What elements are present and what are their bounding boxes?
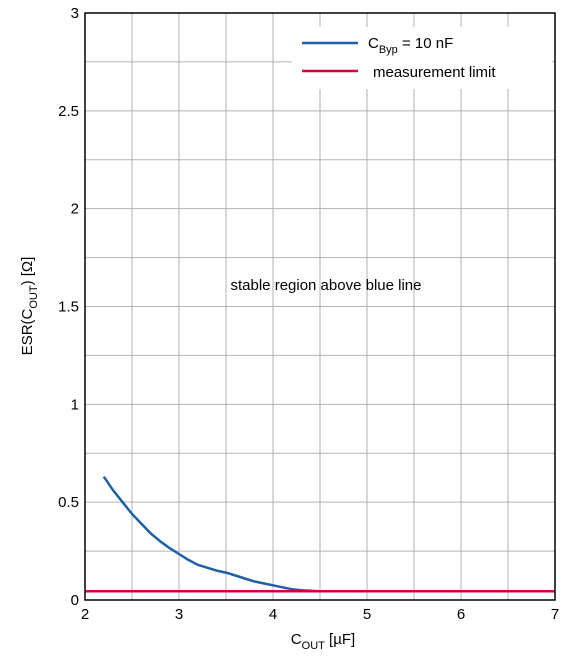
plot-frame: [84, 12, 556, 601]
x-axis-label: COUT [µF]: [291, 631, 355, 652]
y-tick-label: 0: [71, 592, 79, 609]
legend-box: [292, 27, 552, 89]
legend: CByp = 10 nF measurement limit: [292, 27, 552, 89]
x-tick-label: 3: [175, 606, 183, 623]
x-tick-label: 2: [81, 606, 89, 623]
y-tick-label: 3: [71, 5, 79, 22]
tick-labels: 2 3 4 5 6 7 0 0.5 1 1.5 2 2.5 3: [58, 5, 559, 623]
legend-label-cbyp: CByp = 10 nF: [368, 35, 453, 56]
legend-label-measurement-limit: measurement limit: [373, 64, 496, 81]
x-tick-label: 5: [363, 606, 371, 623]
y-tick-label: 0.5: [58, 494, 79, 511]
y-tick-label: 1: [71, 396, 79, 413]
y-axis-label: ESR(COUT) [Ω]: [19, 257, 40, 356]
grid-lines: [85, 13, 555, 600]
y-tick-label: 1.5: [58, 299, 79, 316]
series-lines: [85, 475, 555, 593]
stable-region-annotation: stable region above blue line: [231, 277, 422, 294]
y-tick-label: 2: [71, 201, 79, 218]
x-tick-label: 4: [269, 606, 277, 623]
series-line-cbyp: [102, 475, 555, 593]
y-tick-label: 2.5: [58, 103, 79, 120]
x-tick-label: 6: [457, 606, 465, 623]
x-tick-label: 7: [551, 606, 559, 623]
